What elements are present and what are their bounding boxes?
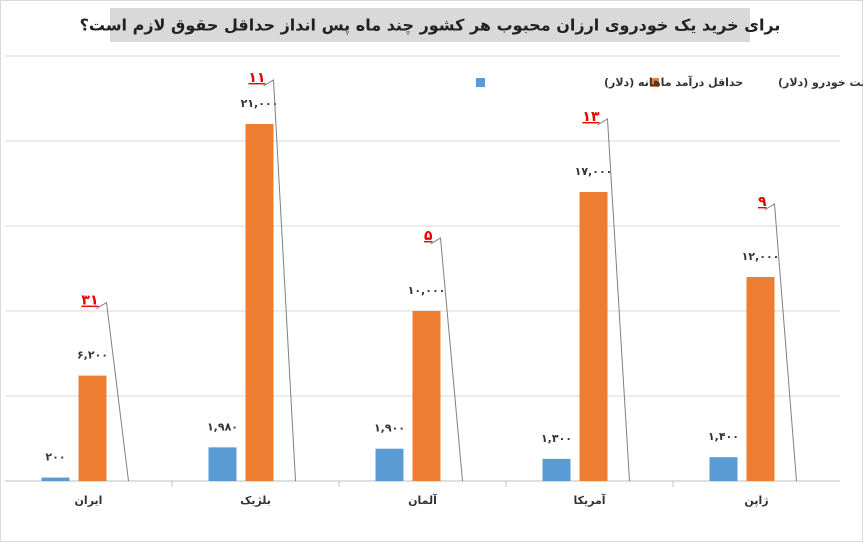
leader-line [597,118,630,482]
x-tick-label: آمریکا [573,493,605,507]
annotation: ۳۱ [81,293,98,309]
value-label: ۲۰۰ [45,451,65,464]
bar [208,447,237,481]
annotation: ۵ [424,228,433,244]
value-label: ۱,۳۰۰ [541,432,572,445]
bar [746,277,775,481]
bar [245,124,274,481]
leader-line [430,237,463,482]
annotation: ۹ [758,194,767,210]
chart-title: برای خرید یک خودروی ارزان محبوب هر کشور … [80,16,781,36]
bar [542,458,571,481]
value-label: ۱۰,۰۰۰ [408,284,446,297]
leader-line [263,79,296,482]
bar [412,311,441,481]
value-label: ۶,۲۰۰ [77,349,108,362]
bar [709,457,738,481]
legend-label: حداقل درآمد ماهانه (دلار) [604,75,743,89]
bar [78,375,107,481]
bar [579,192,608,481]
value-label: ۱,۹۰۰ [374,422,405,435]
x-tick-label: ایران [75,494,103,507]
value-label: ۱۲,۰۰۰ [742,250,780,263]
legend-swatch [650,78,659,87]
value-label: ۱۷,۰۰۰ [575,165,613,178]
legend-swatch [476,78,485,87]
annotation: ۱۳ [582,109,600,125]
legend-label: قیمت خودرو (دلار) [778,76,863,89]
value-label: ۱,۹۸۰ [207,420,238,433]
x-tick-label: آلمان [408,493,437,507]
x-tick-label: بلژیک [240,494,271,507]
leader-line [96,301,129,482]
bar [375,448,404,481]
bar [41,477,70,481]
x-tick-label: ژاپن [744,494,768,507]
value-label: ۲۱,۰۰۰ [241,97,279,110]
annotation: ۱۱ [248,70,265,86]
leader-line [764,203,797,482]
title-box [110,8,750,42]
value-label: ۱,۴۰۰ [708,430,739,443]
